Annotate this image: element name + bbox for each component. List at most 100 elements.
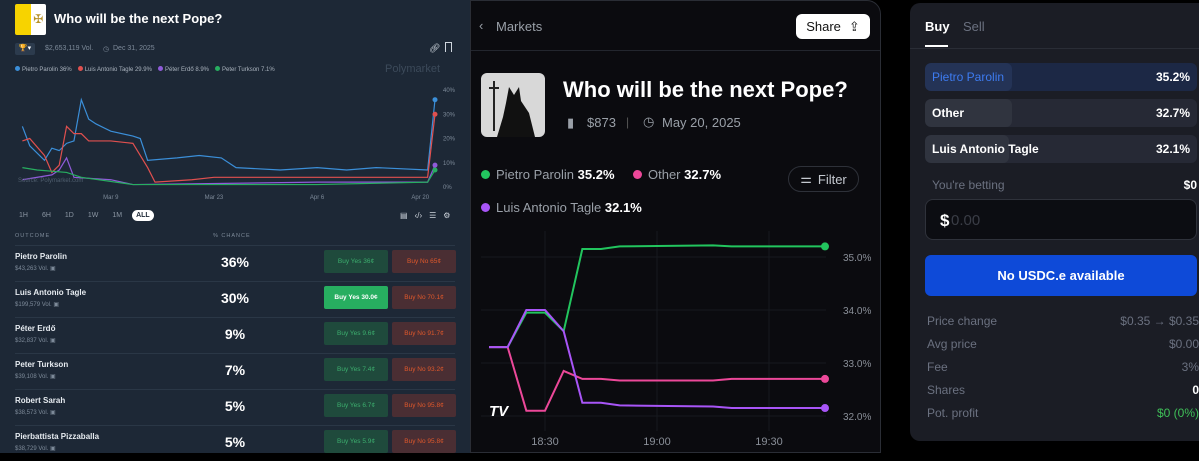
volume-text: $43,263 Vol.: [15, 266, 49, 272]
buy-yes-button[interactable]: Buy Yes 6.7¢: [324, 394, 388, 417]
outcome-volume: $199,579 Vol. ▣: [15, 301, 59, 308]
outcome-chance: 5%: [224, 434, 246, 450]
buy-no-button[interactable]: Buy No 95.8¢: [392, 430, 456, 453]
outcome-name: Robert Sarah: [15, 396, 66, 405]
option-pct: 35.2%: [1155, 70, 1190, 84]
y-tick-label: 33.0%: [843, 359, 871, 370]
buy-yes-button[interactable]: Buy Yes 36¢: [324, 250, 388, 273]
volume: $2,653,119 Vol.: [45, 45, 94, 52]
settings-icon[interactable]: ⚙: [443, 211, 451, 220]
legend-item: Luis Antonio Tagle 32.1%: [481, 200, 642, 215]
share-button[interactable]: Share ⇪: [796, 14, 870, 39]
trophy-dropdown-icon[interactable]: 🏆▾: [15, 43, 35, 55]
buy-yes-button[interactable]: Buy Yes 5.9¢: [324, 430, 388, 453]
outcome-volume: $38,729 Vol. ▣: [15, 445, 56, 452]
stat-value: $0.00: [1168, 337, 1199, 351]
x-tick-label: Mar 23: [205, 195, 224, 201]
tab-buy[interactable]: Buy: [925, 19, 950, 34]
bookmark-icon[interactable]: [445, 42, 452, 52]
option-fill-bar: [925, 63, 1013, 91]
divider: [910, 48, 1199, 49]
tab-sell[interactable]: Sell: [963, 19, 985, 34]
document-icon[interactable]: ▤: [400, 211, 408, 220]
volume-icon: ▮: [567, 115, 575, 130]
buy-no-button[interactable]: Buy No 93.2¢: [392, 358, 456, 381]
outcome-row[interactable]: Péter Erdő $32,837 Vol. ▣ 9% Buy Yes 9.6…: [15, 317, 456, 353]
trade-panel-area: Buy Sell Pietro Parolin 35.2% Other 32.7% …: [881, 0, 1199, 453]
buy-yes-button[interactable]: Buy Yes 9.6¢: [324, 322, 388, 345]
amount-input[interactable]: $ 0.00: [925, 199, 1197, 240]
stat-pot-profit: Pot. profit $0 (0%): [927, 406, 1199, 420]
buy-yes-button[interactable]: Buy Yes 30.0¢: [324, 286, 388, 309]
option-name: Other: [932, 106, 965, 120]
legend-item: Pietro Parolin 35.2%: [481, 167, 615, 182]
outcome-volume: $39,108 Vol. ▣: [15, 373, 56, 380]
volume-text: $32,837 Vol.: [15, 338, 49, 344]
timeframe-1d[interactable]: 1D: [64, 212, 74, 219]
series-line: [22, 114, 436, 183]
embed-icon[interactable]: ‹/›: [414, 211, 423, 220]
timeframe-1m[interactable]: 1M: [112, 212, 123, 219]
filter-button[interactable]: ⚌ Filter: [788, 166, 859, 192]
buy-yes-button[interactable]: Buy Yes 7.4¢: [324, 358, 388, 381]
buy-no-button[interactable]: Buy No 70.1¢: [392, 286, 456, 309]
stat-value: $0.35 → $0.35: [1120, 314, 1199, 328]
outcome-volume: $32,837 Vol. ▣: [15, 337, 56, 344]
series-end-dot: [821, 404, 829, 413]
column-outcome: OUTCOME: [15, 233, 51, 239]
outcome-row[interactable]: Robert Sarah $38,573 Vol. ▣ 5% Buy Yes 6…: [15, 389, 456, 425]
timeframe-all[interactable]: ALL: [132, 210, 154, 221]
series-end-dot: [432, 111, 438, 117]
outcome-name: Péter Erdő: [15, 324, 56, 333]
outcome-chance: 36%: [220, 254, 250, 270]
market-title: Who will be the next Pope?: [563, 77, 848, 102]
market-detail-panel: ‹ Markets Share ⇪ Who will be the next Po…: [470, 0, 881, 453]
separator: |: [626, 115, 630, 129]
buy-no-button[interactable]: Buy No 91.7¢: [392, 322, 456, 345]
y-tick-label: 35.0%: [843, 253, 871, 264]
outcome-row[interactable]: Pietro Parolin $43,263 Vol. ▣ 36% Buy Ye…: [15, 245, 456, 281]
buy-no-button[interactable]: Buy No 95.8¢: [392, 394, 456, 417]
outcome-chance: 30%: [220, 290, 250, 306]
option-name: Luis Antonio Tagle: [932, 142, 1039, 156]
stat-shares: Shares 0: [927, 383, 1199, 397]
timeframe-6h[interactable]: 6H: [41, 212, 51, 219]
outcome-row[interactable]: Peter Turkson $39,108 Vol. ▣ 7% Buy Yes …: [15, 353, 456, 389]
legend-item: Peter Turkson 7.1%: [215, 66, 275, 73]
polymarket-panel: ✠ Who will be the next Pope? 🏆▾ $2,653,1…: [0, 0, 470, 453]
legend-label: Péter Erdő 8.9%: [164, 67, 210, 73]
legend-value: 32.7%: [684, 167, 722, 182]
gift-icon: ▣: [50, 446, 56, 452]
timeframe-1w[interactable]: 1W: [87, 212, 99, 219]
link-icon[interactable]: 🔗︎: [429, 43, 441, 53]
no-usdc-button[interactable]: No USDC.e available: [925, 255, 1197, 296]
outcome-chance: 9%: [224, 326, 246, 342]
price-chart: 32.0% 33.0% 34.0% 35.0% 18:30 19:00 19:30: [481, 231, 871, 448]
option-other[interactable]: Other 32.7%: [925, 99, 1197, 127]
sliders-icon[interactable]: ☰: [429, 211, 437, 220]
series-end-dot: [432, 162, 438, 168]
stat-label: Pot. profit: [927, 406, 979, 420]
timeframe-1h[interactable]: 1H: [19, 212, 28, 219]
option-pct: 32.1%: [1155, 142, 1190, 156]
back-chevron-icon[interactable]: ‹: [479, 18, 484, 33]
buy-no-button[interactable]: Buy No 65¢: [392, 250, 456, 273]
option-pietro-parolin[interactable]: Pietro Parolin 35.2%: [925, 63, 1197, 91]
divider: [471, 50, 880, 51]
legend-item: Pietro Parolin 36%: [15, 66, 72, 73]
outcome-row[interactable]: Luis Antonio Tagle $199,579 Vol. ▣ 30% B…: [15, 281, 456, 317]
outcome-volume: $43,263 Vol. ▣: [15, 265, 56, 272]
legend-label: Luis Antonio Tagle 29.9%: [84, 67, 152, 73]
gift-icon: ▣: [50, 338, 56, 344]
outcome-chance: 5%: [224, 398, 246, 414]
stat-avg-price: Avg price $0.00: [927, 337, 1199, 351]
option-luis-antonio-tagle[interactable]: Luis Antonio Tagle 32.1%: [925, 135, 1197, 163]
outcome-row[interactable]: Pierbattista Pizzaballa $38,729 Vol. ▣ 5…: [15, 425, 456, 461]
vatican-flag-icon: ✠: [15, 4, 46, 35]
x-tick-label: Mar 9: [103, 195, 119, 201]
stat-fee: Fee 3%: [927, 360, 1199, 374]
series-line: [21, 97, 436, 171]
stat-label: Shares: [927, 383, 966, 397]
back-to-markets[interactable]: Markets: [496, 19, 543, 34]
gift-icon: ▣: [53, 302, 60, 308]
